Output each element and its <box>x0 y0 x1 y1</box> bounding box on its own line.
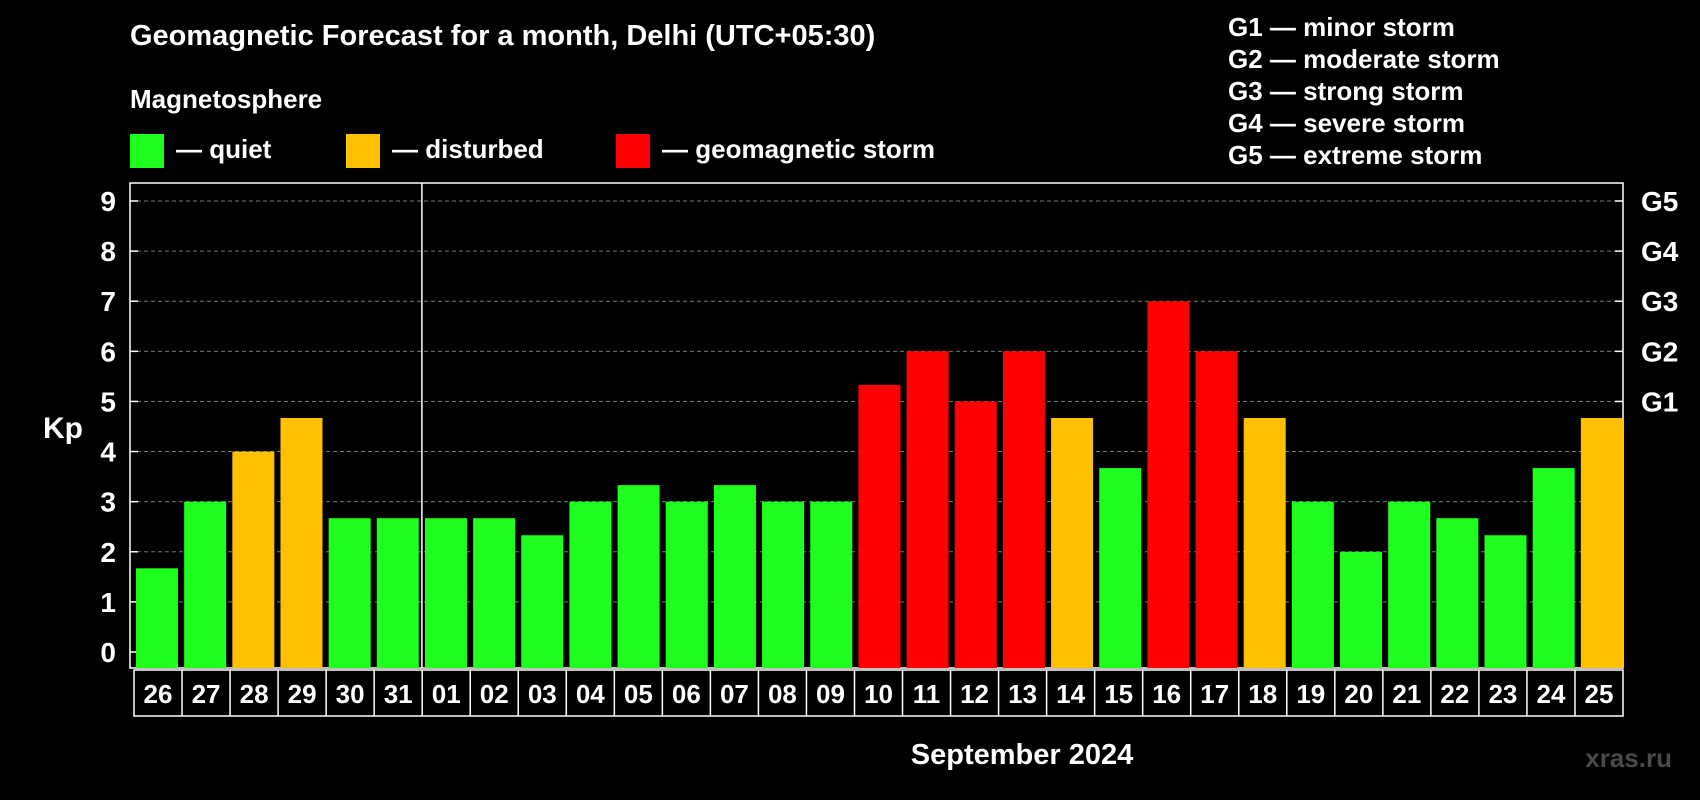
kp-bar <box>810 501 853 668</box>
date-label: 25 <box>1585 679 1614 709</box>
date-strip <box>133 669 1624 717</box>
y-tick-label: 1 <box>100 587 116 618</box>
g-level-label: G5 <box>1641 186 1678 217</box>
date-label: 27 <box>192 679 221 709</box>
watermark: xras.ru <box>1585 743 1672 773</box>
kp-bar <box>569 501 612 668</box>
x-axis-label: September 2024 <box>911 739 1133 771</box>
kp-bar <box>1532 468 1575 668</box>
kp-bar <box>1051 417 1094 668</box>
kp-bar <box>184 501 227 668</box>
date-label: 17 <box>1200 679 1229 709</box>
date-label: 23 <box>1488 679 1517 709</box>
kp-bar <box>473 518 516 668</box>
kp-bar <box>1484 535 1527 668</box>
legend-label-disturbed: — disturbed <box>392 134 544 164</box>
date-label: 18 <box>1248 679 1277 709</box>
kp-bar <box>136 568 178 668</box>
storm-scale-g5: G5 — extreme storm <box>1228 140 1483 170</box>
date-label: 15 <box>1104 679 1133 709</box>
date-label: 26 <box>144 679 173 709</box>
magnetosphere-heading: Magnetosphere <box>130 84 323 114</box>
y-tick-label: 4 <box>100 437 116 468</box>
kp-bar <box>328 518 371 668</box>
kp-bar <box>1436 518 1479 668</box>
kp-bar <box>1340 551 1383 668</box>
date-label: 01 <box>432 679 461 709</box>
y-tick-label: 8 <box>100 236 116 267</box>
y-tick-label: 7 <box>100 286 116 317</box>
kp-bar <box>1388 501 1431 668</box>
date-label: 16 <box>1152 679 1181 709</box>
date-label: 05 <box>624 679 653 709</box>
y-tick-label: 0 <box>100 637 116 668</box>
date-label: 20 <box>1344 679 1373 709</box>
storm-scale-g3: G3 — strong storm <box>1228 76 1464 106</box>
date-label: 02 <box>480 679 509 709</box>
date-label: 06 <box>672 679 701 709</box>
date-label: 12 <box>960 679 989 709</box>
kp-bar <box>1099 468 1142 668</box>
date-label: 09 <box>816 679 845 709</box>
kp-bar <box>1580 417 1623 668</box>
kp-bar <box>954 401 997 668</box>
kp-bar <box>232 451 275 668</box>
date-label: 10 <box>864 679 893 709</box>
date-label: 28 <box>240 679 269 709</box>
y-tick-label: 9 <box>100 186 116 217</box>
kp-bar <box>424 518 467 668</box>
g-level-label: G4 <box>1641 236 1679 267</box>
legend-swatch-quiet <box>130 134 164 168</box>
legend-swatch-disturbed <box>346 134 380 168</box>
date-label: 14 <box>1056 679 1085 709</box>
kp-bar <box>762 501 805 668</box>
date-label: 08 <box>768 679 797 709</box>
date-label: 04 <box>576 679 605 709</box>
date-label: 24 <box>1536 679 1565 709</box>
date-label: 21 <box>1392 679 1421 709</box>
storm-scale-g1: G1 — minor storm <box>1228 12 1455 42</box>
storm-scale-g4: G4 — severe storm <box>1228 108 1466 138</box>
kp-bar <box>1195 351 1238 668</box>
storm-scale-g2: G2 — moderate storm <box>1228 44 1500 74</box>
legend-swatch-storm <box>616 134 650 168</box>
date-label: 30 <box>336 679 365 709</box>
y-tick-label: 6 <box>100 336 116 367</box>
g-level-label: G2 <box>1641 336 1678 367</box>
date-label: 22 <box>1440 679 1469 709</box>
kp-bar <box>1291 501 1334 668</box>
date-label: 13 <box>1008 679 1037 709</box>
kp-bar <box>521 535 564 668</box>
kp-bar <box>906 351 949 668</box>
kp-bar <box>617 485 660 668</box>
chart-title: Geomagnetic Forecast for a month, Delhi … <box>130 20 876 52</box>
legend-label-quiet: — quiet <box>176 134 272 164</box>
kp-bar <box>280 417 323 668</box>
legend-label-storm: — geomagnetic storm <box>662 134 936 164</box>
g-level-label: G3 <box>1641 286 1678 317</box>
date-label: 31 <box>384 679 413 709</box>
y-axis-label: Kp <box>43 412 83 445</box>
date-label: 03 <box>528 679 557 709</box>
y-tick-label: 2 <box>100 537 116 568</box>
kp-bar <box>1002 351 1045 668</box>
date-label: 29 <box>288 679 317 709</box>
kp-bar <box>665 501 708 668</box>
date-label: 07 <box>720 679 749 709</box>
date-label: 19 <box>1296 679 1325 709</box>
g-level-label: G1 <box>1641 386 1678 417</box>
y-tick-label: 3 <box>100 487 116 518</box>
kp-bar <box>1243 417 1286 668</box>
kp-bar <box>376 518 419 668</box>
kp-bar <box>713 485 756 668</box>
date-label: 11 <box>913 679 941 709</box>
kp-bar <box>1147 301 1190 668</box>
kp-bar <box>858 384 901 668</box>
y-tick-label: 5 <box>100 386 116 417</box>
